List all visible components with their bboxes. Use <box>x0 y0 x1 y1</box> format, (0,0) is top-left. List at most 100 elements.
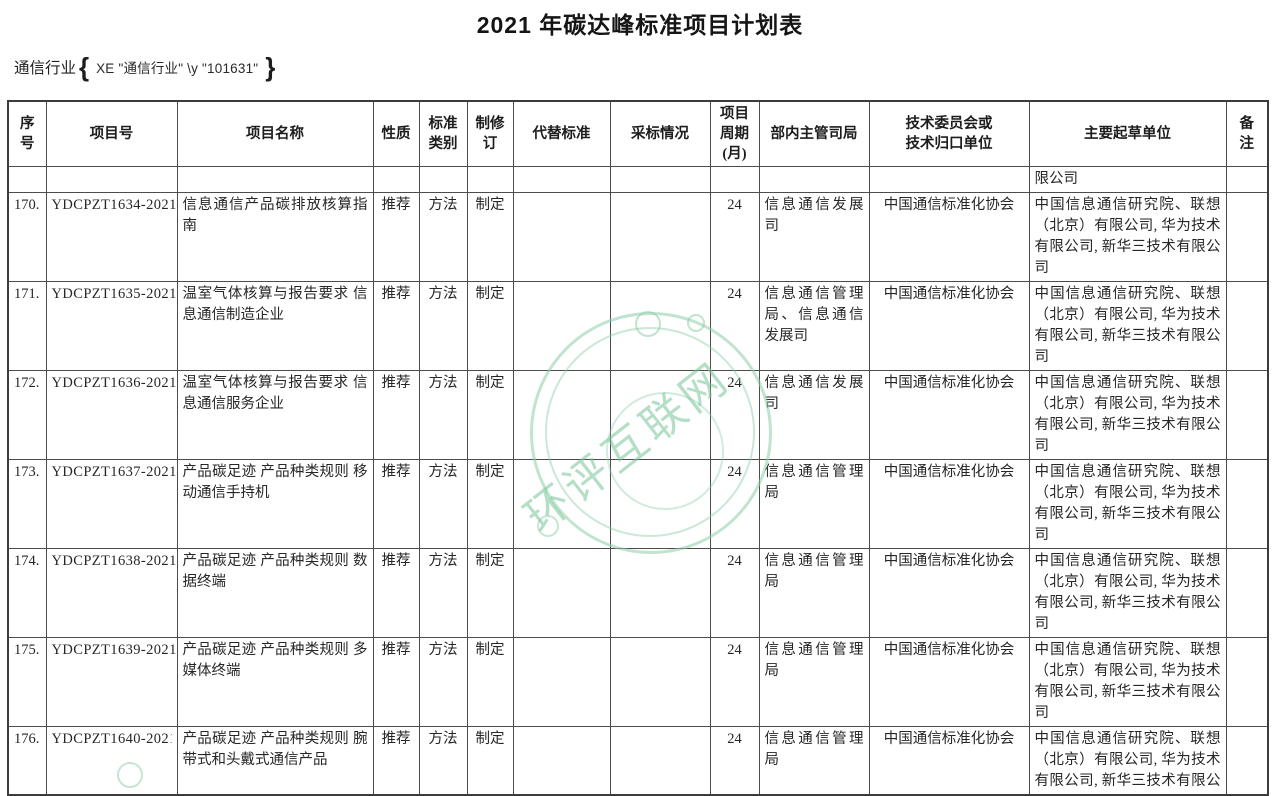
cell-category: 方法 <box>418 281 468 371</box>
cell-cycle: 24 <box>709 637 760 727</box>
table-row: 172. YDCPZT1636-2021 温室气体核算与报告要求 信息通信服务企… <box>7 370 1269 460</box>
cell-revision: 制定 <box>466 370 514 460</box>
cell-category: 方法 <box>418 192 468 282</box>
table-row: 176. YDCPZT1640-2021 产品碳足迹 产品种类规则 腕带式和头戴… <box>7 726 1269 796</box>
cell-cycle: 24 <box>709 726 760 796</box>
cell-project-name: 产品碳足迹 产品种类规则 多媒体终端 <box>176 637 374 727</box>
table-row: 170. YDCPZT1634-2021 信息通信产品碳排放核算指南 推荐 方法… <box>7 192 1269 282</box>
cell-seq: 174. <box>7 548 47 638</box>
cell-remarks <box>1225 166 1269 193</box>
cell-nature <box>372 166 420 193</box>
cell-revision <box>466 166 514 193</box>
table-row: 173. YDCPZT1637-2021 产品碳足迹 产品种类规则 移动通信手持… <box>7 459 1269 549</box>
cell-replaced-standard <box>512 459 611 549</box>
cell-department: 信息通信发展司 <box>758 370 870 460</box>
cell-project-name: 产品碳足迹 产品种类规则 数据终端 <box>176 548 374 638</box>
cell-department: 信息通信管理局 <box>758 726 870 796</box>
cell-project-name <box>176 166 374 193</box>
cell-department: 信息通信管理局 <box>758 459 870 549</box>
cell-department: 信息通信发展司 <box>758 192 870 282</box>
standards-plan-table: 序 号 项目号 项目名称 性质 标准 类别 制修 订 代替标准 采标情况 项目 … <box>7 100 1269 796</box>
header-adoption: 采标情况 <box>609 100 711 167</box>
cell-project-no: YDCPZT1640-2021 <box>45 726 178 796</box>
cell-category: 方法 <box>418 459 468 549</box>
cell-committee: 中国通信标准化协会 <box>868 281 1030 371</box>
cell-drafting-units: 中国信息通信研究院、联想（北京）有限公司, 华为技术有限公司, 新华三技术有限公… <box>1028 637 1227 727</box>
header-remarks: 备 注 <box>1225 100 1269 167</box>
cell-department: 信息通信管理局 <box>758 548 870 638</box>
cell-committee: 中国通信标准化协会 <box>868 637 1030 727</box>
cell-adoption <box>609 192 711 282</box>
page-title: 2021 年碳达峰标准项目计划表 <box>476 12 804 38</box>
cell-drafting-units: 中国信息通信研究院、联想（北京）有限公司, 华为技术有限公司, 新华三技术有限公… <box>1028 192 1227 282</box>
cell-nature: 推荐 <box>372 281 420 371</box>
cell-committee: 中国通信标准化协会 <box>868 726 1030 796</box>
cell-adoption <box>609 370 711 460</box>
cell-committee: 中国通信标准化协会 <box>868 370 1030 460</box>
header-drafting-units: 主要起草单位 <box>1028 100 1227 167</box>
cell-seq: 175. <box>7 637 47 727</box>
section-heading: 通信行业{ XE "通信行业" \y "101631" } <box>14 52 278 82</box>
cell-remarks <box>1225 637 1269 727</box>
cell-revision: 制定 <box>466 192 514 282</box>
cell-nature: 推荐 <box>372 370 420 460</box>
header-cycle: 项目 周期 (月) <box>709 100 760 167</box>
cell-adoption <box>609 166 711 193</box>
cell-replaced-standard <box>512 726 611 796</box>
cell-project-no: YDCPZT1639-2021 <box>45 637 178 727</box>
cell-category: 方法 <box>418 637 468 727</box>
cell-revision: 制定 <box>466 459 514 549</box>
cell-drafting-units: 中国信息通信研究院、联想（北京）有限公司, 华为技术有限公司, 新华三技术有限公… <box>1028 459 1227 549</box>
cell-seq: 170. <box>7 192 47 282</box>
header-category: 标准 类别 <box>418 100 468 167</box>
field-brace-close: } <box>265 52 276 82</box>
cell-category <box>418 166 468 193</box>
cell-seq: 176. <box>7 726 47 796</box>
header-seq: 序 号 <box>7 100 47 167</box>
cell-remarks <box>1225 459 1269 549</box>
cell-replaced-standard <box>512 192 611 282</box>
table-row: 175. YDCPZT1639-2021 产品碳足迹 产品种类规则 多媒体终端 … <box>7 637 1269 727</box>
cell-adoption <box>609 459 711 549</box>
cell-nature: 推荐 <box>372 726 420 796</box>
table-row-carryover: 限公司 <box>7 166 1269 193</box>
cell-adoption <box>609 726 711 796</box>
cell-department: 信息通信管理局 <box>758 637 870 727</box>
cell-project-no: YDCPZT1638-2021 <box>45 548 178 638</box>
cell-revision: 制定 <box>466 726 514 796</box>
cell-seq: 173. <box>7 459 47 549</box>
cell-project-no: YDCPZT1636-2021 <box>45 370 178 460</box>
header-replaced-standard: 代替标准 <box>512 100 611 167</box>
cell-cycle: 24 <box>709 548 760 638</box>
cell-project-name: 温室气体核算与报告要求 信息通信制造企业 <box>176 281 374 371</box>
cell-category: 方法 <box>418 726 468 796</box>
cell-cycle <box>709 166 760 193</box>
table-row: 171. YDCPZT1635-2021 温室气体核算与报告要求 信息通信制造企… <box>7 281 1269 371</box>
cell-drafting-units: 中国信息通信研究院、联想（北京）有限公司, 华为技术有限公司, 新华三技术有限公… <box>1028 726 1227 796</box>
cell-revision: 制定 <box>466 637 514 727</box>
cell-nature: 推荐 <box>372 637 420 727</box>
cell-adoption <box>609 548 711 638</box>
cell-replaced-standard <box>512 637 611 727</box>
cell-remarks <box>1225 192 1269 282</box>
cell-committee: 中国通信标准化协会 <box>868 459 1030 549</box>
cell-drafting-units: 限公司 <box>1028 166 1227 193</box>
cell-project-name: 产品碳足迹 产品种类规则 移动通信手持机 <box>176 459 374 549</box>
cell-seq: 172. <box>7 370 47 460</box>
cell-project-no <box>45 166 178 193</box>
cell-remarks <box>1225 370 1269 460</box>
field-brace-open: { <box>79 52 90 82</box>
cell-drafting-units: 中国信息通信研究院、联想（北京）有限公司, 华为技术有限公司, 新华三技术有限公… <box>1028 548 1227 638</box>
header-nature: 性质 <box>372 100 420 167</box>
header-revision: 制修 订 <box>466 100 514 167</box>
section-label: 通信行业 <box>14 60 77 77</box>
cell-replaced-standard <box>512 548 611 638</box>
cell-nature: 推荐 <box>372 192 420 282</box>
table-header-row: 序 号 项目号 项目名称 性质 标准 类别 制修 订 代替标准 采标情况 项目 … <box>7 100 1269 167</box>
cell-revision: 制定 <box>466 548 514 638</box>
cell-project-no: YDCPZT1637-2021 <box>45 459 178 549</box>
cell-drafting-units: 中国信息通信研究院、联想（北京）有限公司, 华为技术有限公司, 新华三技术有限公… <box>1028 281 1227 371</box>
cell-category: 方法 <box>418 548 468 638</box>
cell-project-no: YDCPZT1634-2021 <box>45 192 178 282</box>
cell-committee: 中国通信标准化协会 <box>868 192 1030 282</box>
